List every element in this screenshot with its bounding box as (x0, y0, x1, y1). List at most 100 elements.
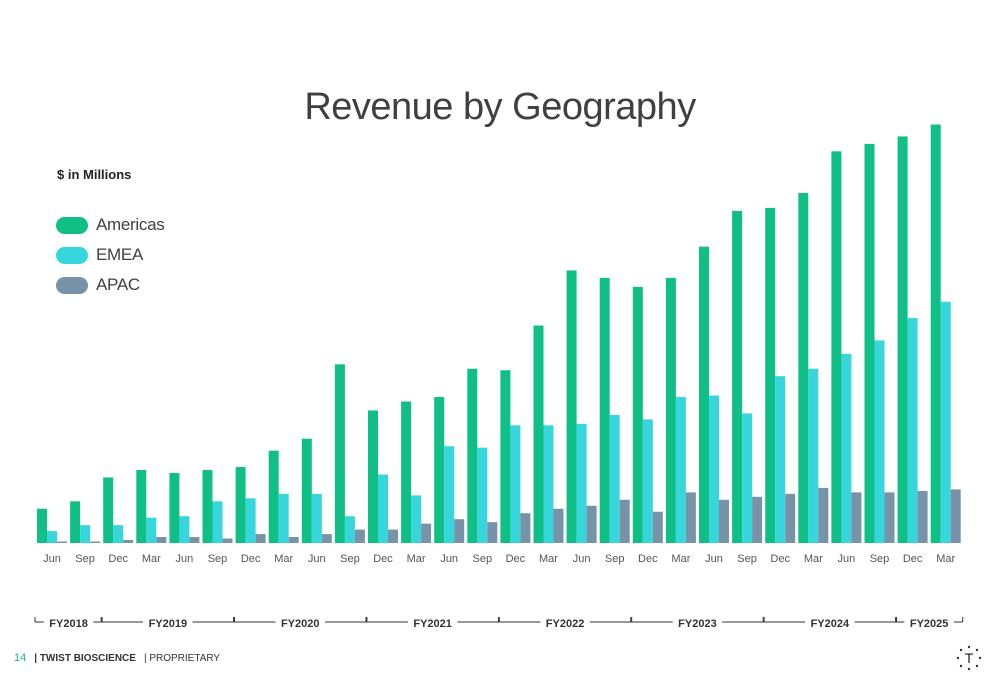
x-tick-label: Mar (539, 553, 558, 565)
fiscal-year-label: FY2023 (678, 618, 717, 630)
x-tick-label: Dec (373, 553, 393, 565)
x-tick-label: Sep (870, 553, 890, 565)
bar-emea-22 (775, 376, 786, 543)
bar-americas-20 (699, 246, 709, 543)
bar-apac-22 (785, 493, 796, 543)
bar-americas-26 (897, 136, 908, 544)
fiscal-year-label: FY2024 (811, 618, 850, 630)
bar-emea-12 (444, 446, 455, 543)
bar-apac-11 (421, 523, 432, 543)
legend-swatch-emea (56, 246, 88, 264)
bar-americas-9 (334, 364, 345, 543)
x-tick-label: Sep (75, 553, 95, 565)
legend-swatch-apac (56, 276, 88, 294)
x-tick-label: Dec (506, 553, 526, 565)
bar-americas-6 (235, 467, 246, 543)
bar-americas-11 (401, 401, 412, 543)
legend-item-americas: Americas (56, 210, 165, 240)
chart-legend: Americas EMEA APAC (56, 210, 165, 300)
bar-emea-11 (411, 495, 422, 543)
bar-apac-12 (454, 519, 465, 543)
bar-emea-6 (245, 498, 256, 543)
bar-emea-2 (113, 525, 124, 543)
bar-americas-15 (533, 325, 544, 543)
bar-emea-9 (344, 516, 355, 543)
bar-emea-7 (278, 493, 289, 543)
bar-americas-3 (136, 470, 147, 543)
bar-americas-0 (37, 508, 47, 543)
bar-apac-8 (321, 534, 332, 543)
x-tick-label: Mar (936, 553, 955, 565)
bar-emea-13 (477, 447, 488, 543)
bar-apac-17 (619, 499, 630, 543)
x-tick-label: Jun (440, 553, 458, 565)
x-tick-label: Mar (671, 553, 690, 565)
bar-emea-27 (940, 301, 951, 543)
x-tick-label: Sep (340, 553, 360, 565)
bar-emea-4 (179, 516, 190, 543)
bar-americas-14 (500, 370, 511, 543)
legend-item-apac: APAC (56, 270, 164, 300)
bar-emea-16 (576, 423, 587, 543)
x-tick-label: Mar (142, 553, 161, 565)
bar-americas-16 (566, 270, 577, 543)
fiscal-year-label: FY2018 (49, 618, 88, 630)
bar-emea-24 (841, 353, 852, 543)
legend-swatch-americas (56, 216, 88, 234)
bar-emea-10 (378, 474, 388, 543)
company-name: | TWIST BIOSCIENCE (34, 652, 136, 664)
bar-americas-27 (930, 124, 941, 543)
classification-label: | PROPRIETARY (143, 652, 221, 664)
bar-apac-0 (57, 541, 67, 543)
x-tick-label: Dec (770, 553, 790, 565)
bar-emea-26 (907, 318, 918, 543)
bar-apac-15 (553, 508, 564, 543)
bar-emea-19 (675, 397, 686, 543)
bar-apac-13 (487, 522, 498, 543)
bar-emea-20 (709, 395, 719, 543)
logo-letter: T (965, 650, 974, 666)
unit-label: $ in Millions (57, 167, 132, 182)
bar-emea-17 (609, 414, 620, 543)
fiscal-year-label: FY2019 (149, 618, 188, 630)
fiscal-year-label: FY2020 (281, 618, 320, 630)
x-tick-label: Jun (705, 553, 723, 565)
bar-apac-5 (222, 538, 233, 543)
page-title: Revenue by Geography (304, 86, 696, 128)
bar-americas-2 (103, 477, 114, 543)
bar-emea-0 (47, 531, 57, 543)
bar-apac-16 (586, 505, 597, 543)
bar-americas-13 (467, 368, 478, 543)
x-tick-label: Dec (903, 553, 923, 565)
x-tick-label: Jun (838, 553, 856, 565)
bar-apac-1 (90, 541, 101, 543)
x-tick-label: Dec (638, 553, 658, 565)
bar-americas-22 (765, 207, 776, 544)
bar-americas-12 (434, 397, 445, 543)
bar-emea-1 (80, 525, 91, 543)
bar-americas-5 (202, 470, 213, 543)
bar-americas-1 (70, 501, 81, 543)
bar-americas-4 (169, 473, 180, 543)
x-tick-label: Mar (804, 553, 823, 565)
bar-apac-27 (950, 489, 961, 543)
bar-emea-18 (642, 419, 653, 543)
bar-americas-8 (301, 438, 312, 543)
bar-americas-10 (368, 410, 378, 543)
bar-apac-20 (719, 499, 729, 543)
bar-americas-17 (599, 277, 610, 543)
bar-emea-3 (146, 517, 157, 543)
fiscal-year-label: FY2021 (413, 618, 452, 630)
bar-emea-15 (543, 425, 554, 543)
bar-americas-18 (632, 286, 643, 543)
twist-logo-icon: T (956, 645, 982, 671)
bar-americas-7 (268, 450, 279, 543)
bar-apac-14 (520, 513, 531, 543)
x-tick-label: Dec (108, 553, 128, 565)
bar-emea-21 (742, 413, 753, 543)
x-tick-label: Mar (407, 553, 426, 565)
bar-americas-19 (665, 277, 676, 543)
slide-footer: 14 | TWIST BIOSCIENCE | PROPRIETARY (14, 652, 220, 664)
x-tick-label: Sep (208, 553, 228, 565)
bar-emea-14 (510, 425, 521, 543)
